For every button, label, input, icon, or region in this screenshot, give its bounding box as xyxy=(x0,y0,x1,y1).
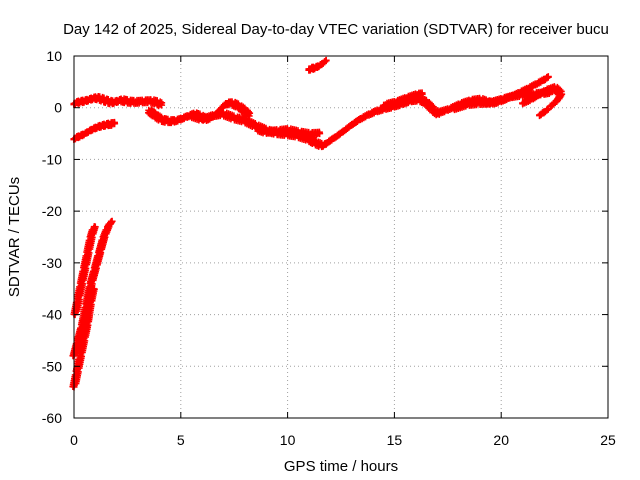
x-tick-label: 25 xyxy=(600,432,616,448)
y-tick-label: 10 xyxy=(46,48,62,64)
x-tick-label: 0 xyxy=(70,432,78,448)
data-point xyxy=(321,58,329,66)
data-point xyxy=(89,285,97,293)
plot-frame xyxy=(73,55,609,419)
series-arc-late xyxy=(519,83,566,110)
data-point xyxy=(111,120,119,128)
series-arc-afternoon xyxy=(322,94,443,148)
data-point xyxy=(316,130,324,138)
data-point xyxy=(544,105,552,113)
grid xyxy=(74,56,608,418)
ticks: 0 5 10 15 20 25 -60 -50 -40 -30 -20 -10 0 10 xyxy=(42,48,616,448)
series-arc-isolated xyxy=(305,56,330,74)
x-axis-label: GPS time / hours xyxy=(284,458,398,475)
y-tick-label: -60 xyxy=(42,410,62,426)
x-tick-label: 5 xyxy=(177,432,185,448)
series-arc-early-upper xyxy=(70,93,166,110)
series-arc-late-low xyxy=(536,105,552,120)
data-point xyxy=(322,57,330,65)
x-tick-label: 15 xyxy=(387,432,403,448)
data-point xyxy=(107,219,115,227)
x-tick-label: 10 xyxy=(280,432,296,448)
data-point xyxy=(107,217,115,225)
series-arc-steep-left xyxy=(70,223,99,319)
y-tick-label: -40 xyxy=(42,307,62,323)
y-tick-label: 0 xyxy=(54,100,62,116)
y-tick-label: -30 xyxy=(42,255,62,271)
series-arc-afternoon-upper xyxy=(380,89,426,110)
data-point xyxy=(543,106,551,114)
data-point xyxy=(158,101,166,109)
data-point xyxy=(543,74,551,82)
data-point xyxy=(544,73,552,81)
y-tick-label: -50 xyxy=(42,358,62,374)
data-points xyxy=(69,56,566,391)
y-tick-label: -20 xyxy=(42,203,62,219)
data-point xyxy=(90,223,98,231)
y-tick-label: -10 xyxy=(42,151,62,167)
x-tick-label: 20 xyxy=(493,432,509,448)
series-arc-midday xyxy=(254,124,324,140)
chart-title: Day 142 of 2025, Sidereal Day-to-day VTE… xyxy=(63,21,609,38)
data-point xyxy=(418,90,426,98)
series-arc-early-lower xyxy=(70,118,119,144)
y-axis-label: SDTVAR / TECUs xyxy=(6,177,23,297)
data-point xyxy=(156,100,164,108)
